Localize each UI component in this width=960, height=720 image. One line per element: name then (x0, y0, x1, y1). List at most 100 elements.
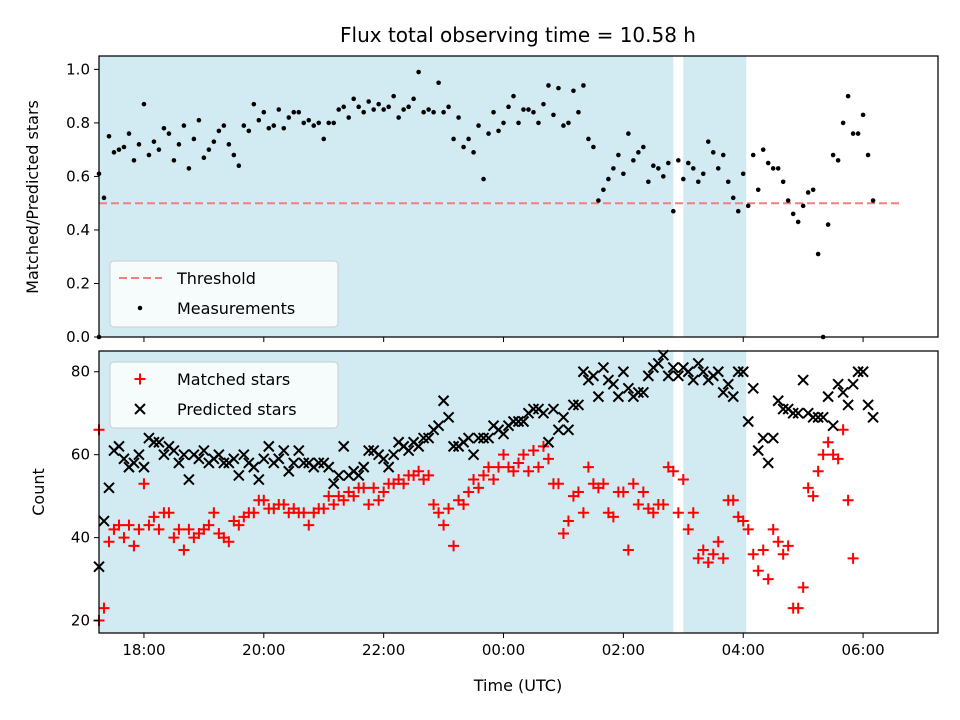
y-tick-label: 0.0 (66, 328, 90, 346)
data-point (233, 519, 245, 531)
data-point (381, 107, 386, 112)
data-point (456, 115, 461, 120)
data-point (432, 419, 445, 432)
data-point (271, 123, 277, 128)
data-point (652, 357, 665, 370)
data-point (153, 436, 165, 448)
data-point (852, 366, 864, 378)
bottom-panel-ylabel: Count (29, 468, 48, 516)
y-tick-label: 0.8 (66, 114, 90, 132)
data-point (547, 403, 560, 415)
y-tick-label: 20 (71, 612, 90, 630)
data-point (537, 407, 550, 419)
data-point (637, 486, 649, 498)
data-point (283, 465, 295, 477)
data-point (501, 120, 506, 126)
data-point (521, 107, 526, 112)
data-point (138, 461, 150, 473)
data-point (582, 461, 594, 473)
data-point (657, 498, 669, 510)
data-point (695, 179, 701, 185)
data-point (636, 150, 641, 155)
data-point (857, 366, 869, 378)
data-point (193, 453, 205, 465)
data-point (577, 366, 590, 378)
data-point (572, 399, 585, 411)
data-point (338, 440, 350, 453)
data-point (557, 527, 569, 539)
data-point (103, 482, 115, 494)
data-point (467, 448, 480, 461)
data-point (508, 465, 520, 477)
bottom-panel: 18:00 20:00 22:00 00:00 02:00 04:00 06:00 20 40 6… (29, 349, 939, 659)
x-tick-label: 18:00 (122, 641, 165, 659)
data-point (428, 498, 440, 510)
data-point (153, 523, 165, 535)
data-point (817, 411, 829, 424)
data-point (228, 453, 240, 465)
data-point (226, 142, 232, 147)
data-point (323, 490, 335, 502)
data-point (727, 390, 739, 403)
data-point (697, 366, 709, 378)
data-point (238, 448, 250, 461)
data-point (792, 602, 804, 614)
data-point (476, 123, 481, 128)
data-point (867, 411, 879, 424)
data-point (301, 120, 307, 126)
data-point (797, 374, 809, 386)
data-point (352, 469, 365, 482)
y-tick-label: 60 (71, 446, 90, 464)
data-point (211, 139, 217, 144)
data-point (447, 440, 460, 453)
data-point (481, 176, 486, 182)
data-point (216, 128, 222, 134)
data-point (667, 361, 680, 374)
data-point (772, 536, 784, 548)
data-point (462, 432, 475, 444)
data-point (196, 117, 202, 123)
data-point (725, 179, 731, 185)
data-point (740, 171, 746, 177)
data-point (138, 478, 150, 490)
data-point (346, 115, 352, 120)
data-point (577, 507, 589, 519)
data-point (486, 131, 491, 136)
legend-label: Measurements (177, 299, 295, 318)
data-point (321, 136, 327, 142)
data-point (291, 109, 297, 115)
data-point (497, 428, 510, 440)
data-point (98, 602, 110, 614)
legend-marker (134, 403, 146, 415)
data-point (98, 515, 110, 527)
data-point (478, 469, 490, 481)
data-point (163, 507, 175, 519)
data-point (542, 453, 554, 465)
data-point (712, 536, 724, 548)
data-point (436, 80, 441, 86)
data-point (382, 461, 395, 473)
data-point (121, 144, 127, 150)
data-point (178, 544, 190, 556)
data-point (221, 123, 227, 128)
data-point (496, 128, 501, 134)
data-point (358, 482, 370, 494)
data-point (606, 176, 611, 182)
data-point (717, 386, 729, 399)
data-point (463, 486, 475, 498)
x-tick-label: 06:00 (841, 641, 884, 659)
data-point (581, 83, 586, 88)
data-point (176, 142, 182, 147)
data-point (622, 544, 634, 556)
data-point (770, 166, 776, 171)
data-point (273, 453, 285, 465)
data-point (146, 152, 152, 158)
data-point (607, 511, 619, 523)
data-point (722, 378, 734, 390)
data-point (705, 139, 711, 144)
bottom-panel-frame (98, 350, 939, 634)
data-point (391, 93, 396, 99)
data-point (710, 150, 716, 155)
data-point (126, 131, 132, 136)
data-point (261, 109, 267, 115)
